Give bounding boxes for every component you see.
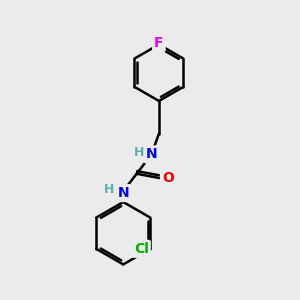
Text: O: O bbox=[162, 171, 174, 185]
Text: Cl: Cl bbox=[134, 242, 149, 256]
Text: H: H bbox=[134, 146, 144, 159]
Text: F: F bbox=[154, 36, 164, 50]
Text: H: H bbox=[104, 183, 115, 196]
Text: N: N bbox=[117, 186, 129, 200]
Text: N: N bbox=[146, 148, 157, 161]
